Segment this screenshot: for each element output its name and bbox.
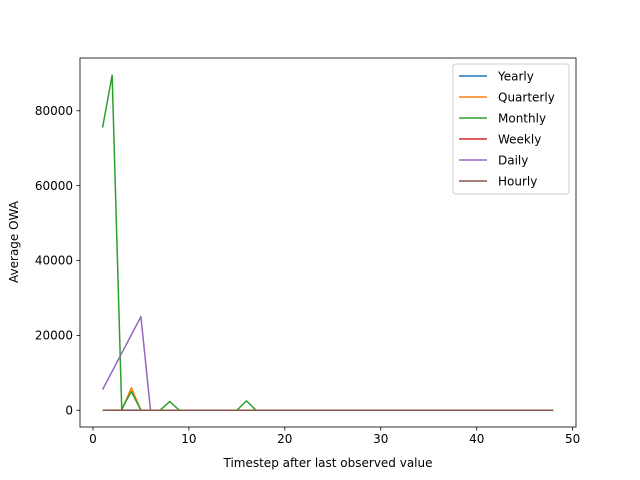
x-tick-label: 40: [469, 432, 484, 446]
y-tick-label: 40000: [35, 254, 73, 268]
plot-area: [101, 74, 554, 411]
y-axis-label: Average OWA: [7, 200, 21, 283]
x-tick-label: 0: [89, 432, 97, 446]
x-tick-label: 10: [181, 432, 196, 446]
y-tick-label: 0: [65, 403, 73, 417]
x-axis: 0 10 20 30 40 50: [89, 427, 580, 446]
legend-label: Weekly: [498, 132, 541, 146]
legend-label: Quarterly: [498, 90, 555, 104]
y-tick-label: 60000: [35, 179, 73, 193]
legend: Yearly Quarterly Monthly Weekly Daily Hourly: [452, 63, 570, 195]
x-tick-label: 30: [373, 432, 388, 446]
series-line-monthly: [101, 74, 266, 411]
x-tick-label: 50: [565, 432, 580, 446]
legend-label: Monthly: [498, 111, 546, 125]
y-axis: 0 20000 40000 60000 80000: [35, 104, 80, 417]
y-tick-label: 80000: [35, 104, 73, 118]
legend-label: Daily: [498, 153, 528, 167]
axes-frame: [79, 57, 577, 428]
legend-label: Yearly: [497, 69, 534, 83]
x-axis-label: Timestep after last observed value: [222, 456, 432, 470]
x-tick-label: 20: [277, 432, 292, 446]
y-tick-label: 20000: [35, 329, 73, 343]
legend-label: Hourly: [498, 174, 537, 188]
series-line-quarterly: [102, 387, 170, 411]
